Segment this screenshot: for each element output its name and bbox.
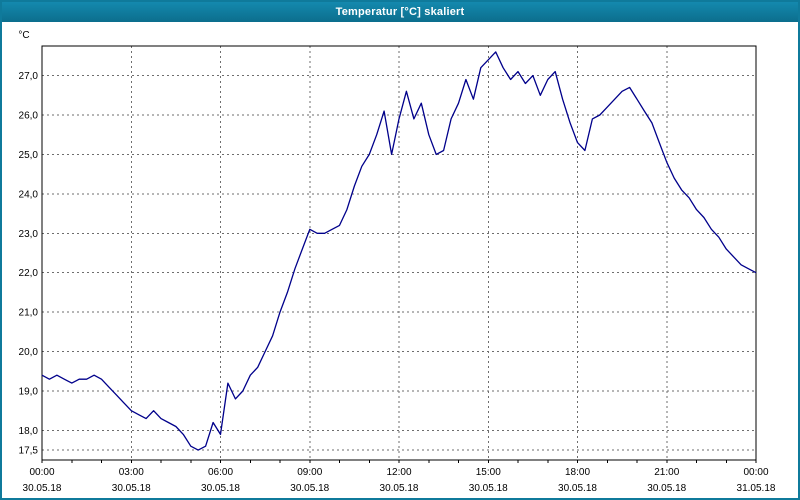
svg-text:30.05.18: 30.05.18: [469, 483, 508, 494]
svg-text:23,0: 23,0: [19, 229, 39, 240]
svg-text:06:00: 06:00: [208, 467, 233, 478]
svg-text:30.05.18: 30.05.18: [290, 483, 329, 494]
svg-text:30.05.18: 30.05.18: [201, 483, 240, 494]
svg-text:00:00: 00:00: [29, 467, 54, 478]
svg-text:30.05.18: 30.05.18: [112, 483, 151, 494]
svg-text:°C: °C: [18, 30, 29, 41]
svg-text:25,0: 25,0: [19, 150, 39, 161]
window-titlebar: Temperatur [°C] skaliert: [2, 2, 798, 22]
svg-text:24,0: 24,0: [19, 189, 39, 200]
window-title: Temperatur [°C] skaliert: [335, 6, 465, 18]
svg-text:21,0: 21,0: [19, 308, 39, 319]
svg-text:18:00: 18:00: [565, 467, 590, 478]
svg-text:31.05.18: 31.05.18: [737, 483, 776, 494]
svg-text:30.05.18: 30.05.18: [23, 483, 62, 494]
svg-text:15:00: 15:00: [476, 467, 501, 478]
svg-text:18,0: 18,0: [19, 426, 39, 437]
chart-container: 27,0 26,0 25,0 24,0 23,0 22,0 21,0 20,0 19,0 18,0…: [2, 22, 798, 498]
svg-text:17,5: 17,5: [19, 446, 39, 457]
svg-text:20,0: 20,0: [19, 347, 39, 358]
svg-text:09:00: 09:00: [297, 467, 322, 478]
temperature-line-chart: 27,0 26,0 25,0 24,0 23,0 22,0 21,0 20,0 19,0 18,0…: [18, 30, 776, 494]
svg-text:30.05.18: 30.05.18: [558, 483, 597, 494]
svg-text:27,0: 27,0: [19, 71, 39, 82]
svg-text:12:00: 12:00: [386, 467, 411, 478]
svg-text:21:00: 21:00: [654, 467, 679, 478]
svg-text:26,0: 26,0: [19, 111, 39, 122]
svg-text:22,0: 22,0: [19, 268, 39, 279]
svg-text:00:00: 00:00: [743, 467, 768, 478]
svg-text:19,0: 19,0: [19, 387, 39, 398]
svg-text:30.05.18: 30.05.18: [380, 483, 419, 494]
svg-text:03:00: 03:00: [119, 467, 144, 478]
svg-text:30.05.18: 30.05.18: [647, 483, 686, 494]
